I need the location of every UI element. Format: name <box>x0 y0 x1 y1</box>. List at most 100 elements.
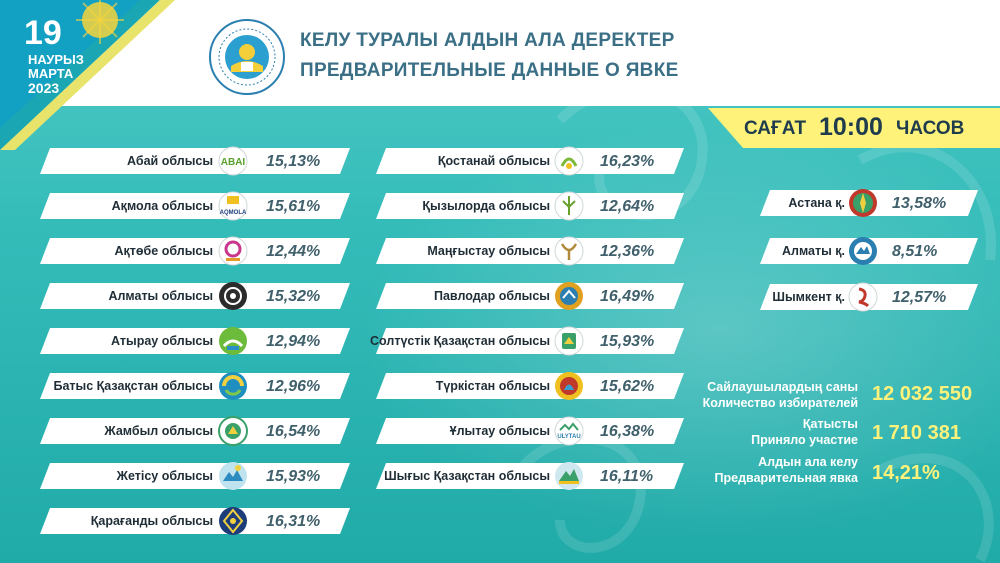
zhambyl-region-logo-icon <box>218 416 248 446</box>
atyrau-region-logo-icon <box>219 327 247 355</box>
time-label-ru: ЧАСОВ <box>896 118 965 139</box>
region-name: Қызылорда облысы <box>422 199 550 213</box>
time-value: 10:00 <box>819 113 883 141</box>
region-turnout: 15,93% <box>266 468 321 485</box>
region-name: Атырау облысы <box>111 334 213 348</box>
region-row-ulytau: Ұлытау облысы ULYTAU 16,38% <box>376 416 684 446</box>
voters-label-kz: Сайлаушылардың саны <box>707 380 858 394</box>
participated-label-kz: Қатысты <box>802 417 858 431</box>
svg-text:ABAI: ABAI <box>221 157 246 168</box>
city-row-shymkent: Шымкент қ. 12,57% <box>760 282 978 312</box>
region-turnout: 15,61% <box>266 198 321 215</box>
time-label-kz: САҒАТ <box>744 118 807 139</box>
page-title-ru: ПРЕДВАРИТЕЛЬНЫЕ ДАННЫЕ О ЯВКЕ <box>300 60 679 81</box>
region-name: Батыс Қазақстан облысы <box>53 379 214 393</box>
region-row-east-kazakhstan: Шығыс Қазақстан облысы 16,11% <box>376 462 684 490</box>
region-name: Шығыс Қазақстан облысы <box>384 469 550 483</box>
region-name: Ұлытау облысы <box>449 424 550 438</box>
region-row-akmola: Ақмола облысы AQMOLA 15,61% <box>40 191 350 221</box>
page-title-kz: КЕЛУ ТУРАЛЫ АЛДЫН АЛА ДЕРЕКТЕР <box>300 30 675 51</box>
flag-corner <box>0 0 175 150</box>
akmola-region-logo-icon: AQMOLA <box>218 191 248 221</box>
kostanay-region-logo-icon <box>554 146 584 176</box>
participated-label-ru: Приняло участие <box>751 433 858 447</box>
region-row-turkistan: Түркістан облысы 15,62% <box>376 372 684 400</box>
region-name: Маңғыстау облысы <box>427 244 550 258</box>
date-year: 2023 <box>28 80 60 96</box>
region-name: Ақмола облысы <box>111 199 213 213</box>
abai-region-logo-icon: ABAI <box>218 146 248 176</box>
pavlodar-region-logo-icon <box>555 282 583 310</box>
date-month-kz: НАУРЫЗ <box>28 52 84 67</box>
region-row-zhambyl: Жамбыл облысы 16,54% <box>40 416 350 446</box>
turkistan-region-logo-icon <box>555 372 583 400</box>
region-row-mangystau: Маңғыстау облысы 12,36% <box>376 236 684 266</box>
region-row-batys: Батыс Қазақстан облысы 12,96% <box>40 372 350 400</box>
region-row-karagandy: Қарағанды облысы 16,31% <box>40 507 350 535</box>
header-bar <box>0 0 1000 106</box>
region-name: Қостанай облысы <box>437 154 550 168</box>
east-kazakhstan-region-logo-icon <box>555 462 583 490</box>
north-kazakhstan-region-logo-icon <box>554 326 584 356</box>
city-row-almaty: Алматы қ. 8,51% <box>760 237 978 265</box>
region-name: Жетісу облысы <box>116 469 213 483</box>
voters-label-ru: Количество избирателей <box>702 396 858 410</box>
karagandy-region-logo-icon <box>219 507 247 535</box>
city-name: Алматы қ. <box>781 244 845 258</box>
ulytau-region-logo-icon: ULYTAU <box>554 416 584 446</box>
date-month-ru: МАРТА <box>28 66 74 81</box>
region-turnout: 12,44% <box>266 243 321 260</box>
region-row-abai: Абай облысы ABAI 15,13% <box>40 146 350 176</box>
region-turnout: 12,36% <box>600 243 655 260</box>
region-row-almaty-oblysy: Алматы облысы 15,32% <box>40 282 350 310</box>
almaty-city-logo-icon <box>849 237 877 265</box>
city-turnout: 13,58% <box>892 195 947 212</box>
west-kazakhstan-region-logo-icon <box>219 372 247 400</box>
region-row-kostanay: Қостанай облысы 16,23% <box>376 146 684 176</box>
kyzylorda-region-logo-icon <box>554 191 584 221</box>
date-day: 19 <box>24 14 62 52</box>
city-row-astana: Астана қ. 13,58% <box>760 189 978 217</box>
region-name: Абай облысы <box>127 154 213 168</box>
turnout-label-kz: Алдын ала келу <box>758 455 858 469</box>
region-row-zhetisu: Жетісу облысы 15,93% <box>40 462 350 490</box>
cec-emblem-icon <box>209 19 285 95</box>
region-name: Ақтөбе облысы <box>114 244 213 258</box>
ulytau-logo-text: ULYTAU <box>557 434 580 440</box>
city-turnout: 8,51% <box>892 243 938 260</box>
region-name: Түркістан облысы <box>435 379 550 393</box>
region-turnout: 15,13% <box>266 153 321 170</box>
mangystau-region-logo-icon <box>554 236 584 266</box>
region-turnout: 12,64% <box>600 198 655 215</box>
region-turnout: 16,54% <box>266 423 321 440</box>
zhetisu-region-logo-icon <box>219 462 247 490</box>
region-row-atyrau: Атырау облысы 12,94% <box>40 327 350 355</box>
region-name: Алматы облысы <box>108 289 213 303</box>
participated-value: 1 710 381 <box>872 422 961 444</box>
region-name: Павлодар облысы <box>434 289 550 303</box>
region-turnout: 15,62% <box>600 378 655 395</box>
region-turnout: 16,31% <box>266 513 321 530</box>
shymkent-city-logo-icon <box>848 282 878 312</box>
astana-city-logo-icon <box>849 189 877 217</box>
turnout-label-ru: Предварительная явка <box>714 471 858 485</box>
akmola-logo-text: AQMOLA <box>220 210 247 216</box>
almaty-region-logo-icon <box>219 282 247 310</box>
city-name: Шымкент қ. <box>772 290 845 304</box>
city-name: Астана қ. <box>788 196 845 210</box>
region-row-kyzylorda: Қызылорда облысы 12,64% <box>376 191 684 221</box>
region-name: Солтүстік Қазақстан облысы <box>370 334 550 348</box>
region-name: Жамбыл облысы <box>104 424 213 438</box>
turnout-value: 14,21% <box>872 462 940 484</box>
region-row-north-kazakhstan: Солтүстік Қазақстан облысы 15,93% <box>370 326 684 356</box>
region-turnout: 16,23% <box>600 153 655 170</box>
aktobe-region-logo-icon <box>218 236 248 266</box>
region-turnout: 15,32% <box>266 288 321 305</box>
city-turnout: 12,57% <box>892 289 947 306</box>
region-turnout: 12,94% <box>266 333 321 350</box>
region-turnout: 16,38% <box>600 423 655 440</box>
voters-value: 12 032 550 <box>872 383 973 405</box>
region-turnout: 15,93% <box>600 333 655 350</box>
region-row-pavlodar: Павлодар облысы 16,49% <box>376 282 684 310</box>
region-row-aktobe: Ақтөбе облысы 12,44% <box>40 236 350 266</box>
